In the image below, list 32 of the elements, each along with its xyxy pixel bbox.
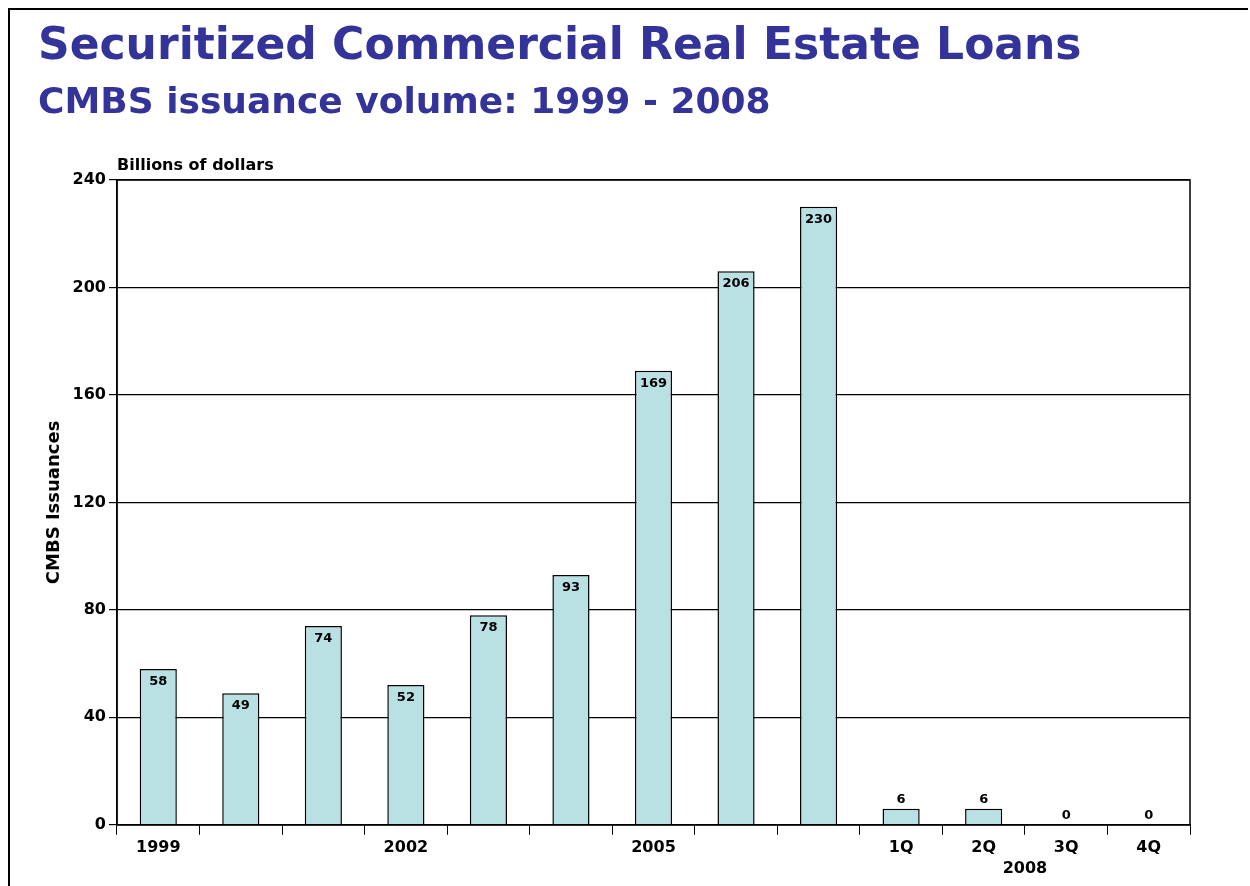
text: Billions of dollars xyxy=(117,155,274,175)
x-tick-label: 1Q xyxy=(888,836,914,856)
y-tick-label: 240 xyxy=(72,169,106,189)
data-label: 74 xyxy=(314,629,333,645)
x-tick-label: 3Q xyxy=(1053,836,1079,856)
data-label: 58 xyxy=(149,672,168,688)
y-tick-label: 0 xyxy=(94,813,106,833)
data-label: 6 xyxy=(979,790,989,806)
x-tick-label: 2005 xyxy=(631,836,676,856)
y-tick-label: 200 xyxy=(72,276,106,296)
data-label: 93 xyxy=(561,578,581,594)
data-label: 49 xyxy=(231,697,250,713)
x-tick-label: 1999 xyxy=(136,836,181,856)
x-tick-label: 2002 xyxy=(383,836,429,856)
x-tick-label: 2Q xyxy=(971,836,997,856)
data-label: 52 xyxy=(396,688,415,704)
data-label: 0 xyxy=(1144,806,1154,822)
data-label: 0 xyxy=(1061,806,1071,822)
text: 2008 xyxy=(1002,857,1048,877)
data-label: 206 xyxy=(722,275,750,291)
y-tick-label: 40 xyxy=(83,706,106,726)
data-label: 78 xyxy=(479,619,498,635)
data-label: 169 xyxy=(639,374,668,390)
y-axis-title: CMBS Issuances xyxy=(42,420,64,585)
chart-subtitle: CMBS issuance volume: 1999 - 2008 xyxy=(38,80,771,121)
data-label: 6 xyxy=(896,790,906,806)
y-tick-label: 80 xyxy=(83,599,106,619)
y-tick-label: 160 xyxy=(72,384,106,404)
y-tick-label: 120 xyxy=(72,491,106,511)
data-label: 230 xyxy=(805,210,833,226)
x-tick-label: 4Q xyxy=(1136,836,1162,856)
chart-title: Securitized Commercial Real Estate Loans xyxy=(38,18,1082,69)
